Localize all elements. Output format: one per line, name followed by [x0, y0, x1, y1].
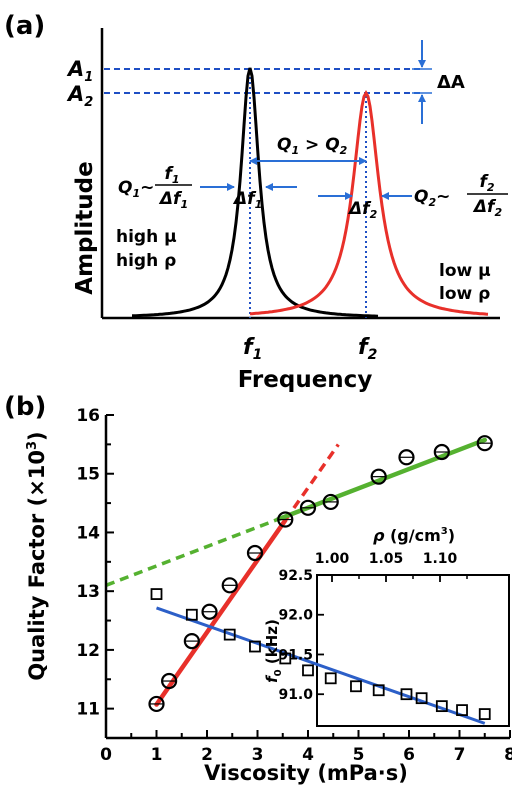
- inset-data-point: [456, 704, 468, 717]
- y-axis-label: Quality Factor (×103): [25, 431, 49, 680]
- inset-data-point: [478, 708, 491, 720]
- inset-data-point: [350, 680, 362, 693]
- q-compare-label: Q1 > Q2: [277, 135, 348, 157]
- tick-f1: f1: [243, 335, 262, 363]
- inset-data-point: [415, 692, 428, 705]
- df2-label: Δf2: [347, 199, 378, 221]
- resonance-curve-1: [132, 67, 379, 318]
- data-point: [433, 443, 450, 461]
- y-tick-label: 12: [76, 641, 100, 661]
- x-tick-label: 0: [100, 745, 112, 765]
- svg-text:Δf1: Δf1: [158, 189, 188, 211]
- inset-top-axis-label: ρ (g/cm3): [373, 526, 455, 545]
- panel-a-xlabel: Frequency: [238, 367, 373, 393]
- panel-a-ylabel: Amplitude: [72, 161, 98, 294]
- data-point: [161, 672, 178, 690]
- tick-f2: f2: [358, 335, 377, 363]
- inset-data-point: [249, 640, 261, 653]
- inset-y-tick-label: 92.0: [278, 608, 313, 624]
- df1-label: Δf1: [232, 189, 262, 211]
- label-a1: A1: [66, 57, 93, 85]
- y-tick-label: 11: [76, 700, 100, 720]
- label-a2: A2: [66, 82, 93, 110]
- delta-a-label: ΔA: [437, 72, 465, 93]
- inset-y-tick-label: 91.5: [278, 647, 313, 663]
- x-tick-label: 5: [353, 745, 365, 765]
- delta-a-marker: [412, 40, 432, 124]
- svg-text:f2: f2: [479, 172, 494, 194]
- data-point: [398, 449, 415, 466]
- resonance-curve-2: [249, 89, 489, 316]
- y-tick-label: 15: [76, 465, 100, 485]
- x-tick-label: 1: [151, 745, 163, 765]
- x-tick-labels: 0 1 2 3 4 5 6 7 8: [100, 745, 512, 765]
- fit-lines: [105, 437, 487, 707]
- x-axis-label: Viscosity (mPa·s): [204, 761, 408, 785]
- q1-formula: Q1~ f1 Δf1: [118, 164, 192, 211]
- inset-fit: [156, 606, 486, 725]
- inset-data-point: [302, 664, 314, 677]
- y-tick-labels: 11 12 13 14 15 16: [76, 406, 100, 720]
- data-points: [148, 435, 493, 713]
- inset-top-tick-label: 1.05: [369, 551, 404, 567]
- inset-data-point: [435, 700, 448, 713]
- panel-b-label: (b): [4, 392, 46, 422]
- x-tick-label: 3: [252, 745, 264, 765]
- panel-a: (a) Amplitude A1 A2 ΔA Q1 > Q2: [4, 11, 508, 393]
- inset-data-point: [279, 652, 292, 665]
- inset-y-tick-label: 92.5: [278, 568, 313, 584]
- data-point: [277, 511, 294, 528]
- main-axes: [104, 414, 511, 740]
- inset-data-point: [400, 688, 413, 701]
- right-condition-1: low μ: [439, 261, 491, 281]
- inset-data-point: [150, 588, 163, 600]
- x-tick-label: 2: [201, 745, 213, 765]
- svg-text:Q2~: Q2~: [414, 187, 450, 209]
- fit-line-2: [275, 437, 487, 522]
- svg-text:Δf2: Δf2: [472, 197, 503, 219]
- fit-extension-1: [283, 443, 340, 522]
- fit-line-1: [154, 518, 288, 707]
- x-tick-label: 8: [504, 745, 512, 765]
- inset-data-point: [185, 608, 198, 621]
- data-point: [221, 577, 238, 594]
- inset-data-point: [223, 628, 236, 641]
- inset-y-tick-label: 91.0: [278, 687, 313, 703]
- left-condition-2: high ρ: [116, 251, 176, 271]
- panel-a-label: (a): [4, 11, 45, 41]
- data-point: [299, 499, 317, 516]
- data-point: [201, 603, 218, 620]
- right-condition-2: low ρ: [439, 284, 490, 304]
- inset-chart: 92.5 92.0 91.5 91.0 1.00 1.05 1.10 f0 (kHz) ρ…: [150, 526, 510, 727]
- x-tick-label: 7: [454, 745, 466, 765]
- q2-formula: Q2~ f2 Δf2: [414, 172, 508, 219]
- data-point: [370, 468, 387, 485]
- x-tick-label: 6: [403, 745, 415, 765]
- inset-y-axis-label: f0 (kHz): [263, 619, 284, 683]
- data-point: [246, 544, 264, 562]
- data-point: [476, 435, 493, 452]
- inset-top-tick-labels: 1.00 1.05 1.10: [315, 551, 468, 582]
- y-tick-label: 16: [76, 406, 100, 426]
- y-tick-label: 13: [76, 582, 100, 602]
- inset-data-points: [150, 588, 491, 720]
- svg-text:Q1~: Q1~: [118, 178, 154, 200]
- left-condition-1: high μ: [116, 227, 177, 247]
- fit-extension-2: [105, 517, 279, 587]
- inset-data-point: [372, 684, 385, 697]
- data-point: [148, 695, 165, 713]
- inset-data-point: [324, 672, 337, 685]
- x-tick-label: 4: [302, 745, 314, 765]
- inset-fit-line: [156, 606, 486, 725]
- data-point: [183, 632, 200, 650]
- y-tick-label: 14: [76, 523, 100, 543]
- data-point: [322, 493, 339, 511]
- inset-top-tick-label: 1.10: [423, 551, 458, 567]
- svg-text:f1: f1: [164, 164, 179, 186]
- inset-y-tick-labels: 92.5 92.0 91.5 91.0: [278, 568, 324, 703]
- inset-top-tick-label: 1.00: [315, 551, 350, 567]
- inset-frame: [316, 574, 510, 727]
